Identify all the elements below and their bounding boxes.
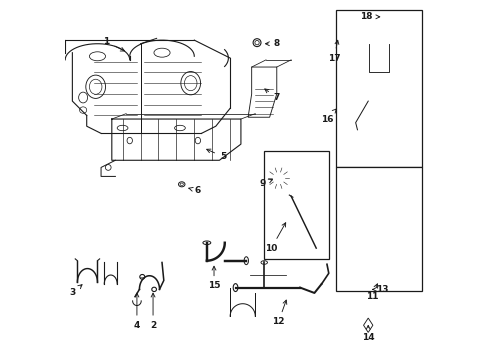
Bar (335, 10, 421, 167)
Text: 5: 5 (206, 149, 225, 161)
Bar (264, 151, 328, 259)
Bar (335, 167, 421, 291)
Text: 3: 3 (69, 285, 82, 297)
Text: 14: 14 (361, 325, 374, 342)
Bar (359, 242, 368, 252)
Bar (385, 239, 394, 249)
Text: 13: 13 (372, 285, 388, 294)
Bar (370, 72, 386, 81)
Text: 9: 9 (259, 179, 272, 188)
Bar (367, 81, 389, 107)
Text: 18: 18 (360, 12, 379, 21)
Text: 4: 4 (133, 293, 140, 330)
Text: 7: 7 (264, 89, 280, 102)
Text: 15: 15 (207, 266, 220, 290)
Text: 17: 17 (327, 40, 340, 63)
Bar (370, 87, 386, 101)
Text: 11: 11 (365, 284, 377, 301)
Text: 8: 8 (265, 39, 279, 48)
Text: 10: 10 (264, 223, 285, 253)
Bar (396, 222, 404, 228)
Text: 12: 12 (272, 300, 286, 326)
Text: 2: 2 (150, 293, 156, 330)
Text: 1: 1 (103, 37, 124, 51)
Bar (380, 204, 389, 215)
Bar (353, 208, 363, 218)
Bar (344, 228, 352, 235)
Text: 6: 6 (188, 186, 201, 195)
Text: 16: 16 (320, 109, 336, 123)
